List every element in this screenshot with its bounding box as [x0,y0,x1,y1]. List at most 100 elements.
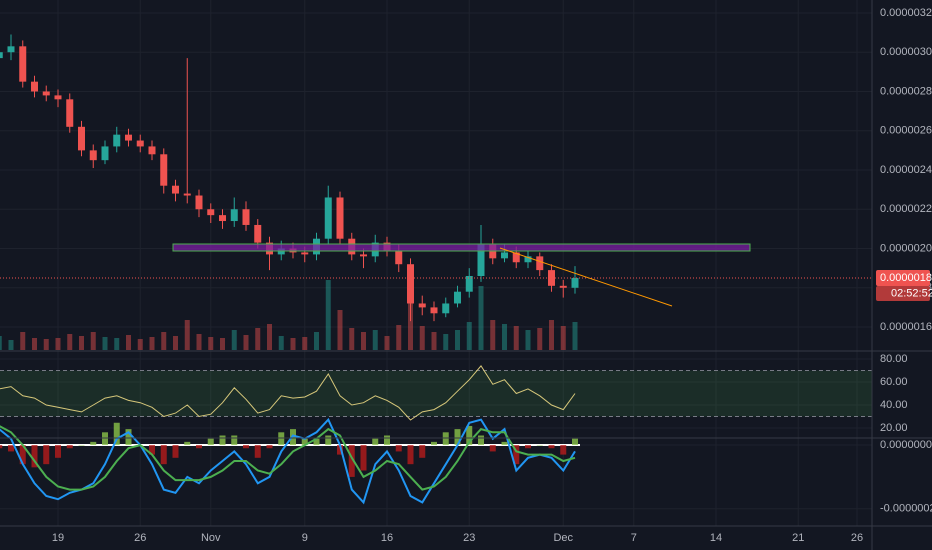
macd-histogram-bar [313,438,320,446]
macd-histogram-bar [207,438,214,446]
volume-bar [149,337,155,350]
plot-area [0,34,872,505]
macd-line [0,417,576,505]
y-tick-label: 20.00 [880,422,908,434]
macd-histogram-bar [560,445,567,455]
volume-bar [443,334,449,350]
macd-histogram-bar [66,445,73,449]
volume-bar [290,338,296,350]
volume-bar [502,324,507,350]
macd-histogram-bar [348,445,355,477]
candle-body [536,256,544,271]
macd-histogram-bar [184,441,191,446]
macd-histogram-bar [219,435,226,446]
signal-line [0,425,576,491]
volume-bar [372,330,378,350]
volume-bar [478,286,484,350]
candle-body [19,46,27,82]
candle-body [54,95,62,100]
volume-bar [431,332,437,350]
macd-histogram-bar [254,445,261,458]
macd-histogram-bar [325,435,332,446]
macd-histogram-bar [442,432,449,446]
volume-bar [20,332,26,350]
volume-bar [55,338,61,350]
candle-body [42,91,50,96]
macd-histogram-bar [360,445,367,471]
candle-body [172,185,179,194]
volume-bar [490,320,496,350]
volume-bar [384,336,390,350]
volume-bar [549,320,554,350]
macd-histogram-bar [8,445,14,452]
candle-body [360,254,367,257]
macd-histogram-bar [525,445,531,449]
candle-body [113,134,121,147]
x-tick-label: Dec [553,532,573,544]
macd-histogram-bar [125,429,132,446]
macd-histogram-bar [301,438,308,446]
macd-histogram-bar [31,445,38,468]
countdown-label: 02:52:52 [891,287,932,299]
macd-histogram-bar [19,445,26,465]
volume-bar [267,324,272,350]
volume-bar [243,335,249,350]
volume-bar [537,328,543,350]
x-tick-label: 26 [851,532,863,544]
macd-histogram-bar [478,435,484,446]
candle-body [219,215,226,222]
x-tick-label: 21 [792,532,804,544]
x-tick-label: 26 [134,532,146,544]
macd-histogram-bar [407,445,414,465]
macd-histogram-bar [372,438,379,446]
volume-bar [419,326,425,350]
candle-body [395,250,403,265]
candle-body [254,224,262,243]
volume-bar [337,310,343,350]
zone-rectangle [172,243,751,252]
macd-histogram-bar [78,445,85,446]
candle-body [512,252,520,263]
candle-body [524,256,532,263]
volume-bar [184,320,190,350]
x-tick-label: 16 [381,532,393,544]
candle-body [207,209,215,216]
candle-body [430,307,438,314]
macd-histogram-bar [501,441,508,446]
macd-histogram-bar [395,445,402,452]
candle-body [407,264,414,304]
macd-histogram-bar [231,435,238,446]
drawings [172,243,751,307]
volume-bar [196,334,202,350]
macd-histogram-bar [149,445,155,455]
macd-histogram-bar [278,432,285,446]
candle-body [442,303,450,314]
volume-bar [8,340,14,350]
macd-histogram-bar [43,445,50,465]
volume-bar [396,325,402,350]
volume-bar [255,328,261,350]
y-tick-label: 40.00 [880,399,908,411]
volume-bar [302,337,308,350]
volume-bar [208,337,214,350]
volume-bar [161,332,167,350]
macd-histogram-bar [536,445,543,446]
volume-bar [126,335,131,350]
volume-bar [231,330,237,350]
candle-body [89,150,97,161]
candle-body [136,140,144,147]
volume-bar [137,339,143,350]
y-tick-label: 60.00 [880,376,908,388]
macd-histogram-bar [454,429,461,446]
candle-body [148,146,156,155]
countdown-box [876,285,930,301]
candle-body [301,252,309,255]
